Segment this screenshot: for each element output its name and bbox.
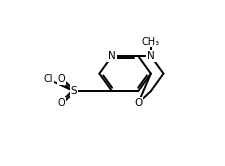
- Text: O: O: [57, 74, 65, 84]
- Text: O: O: [133, 98, 142, 108]
- Text: S: S: [70, 86, 77, 96]
- Text: N: N: [146, 51, 154, 61]
- Text: Cl: Cl: [43, 74, 53, 84]
- Text: N: N: [108, 51, 115, 61]
- Text: O: O: [57, 98, 65, 108]
- Text: CH₃: CH₃: [141, 37, 159, 47]
